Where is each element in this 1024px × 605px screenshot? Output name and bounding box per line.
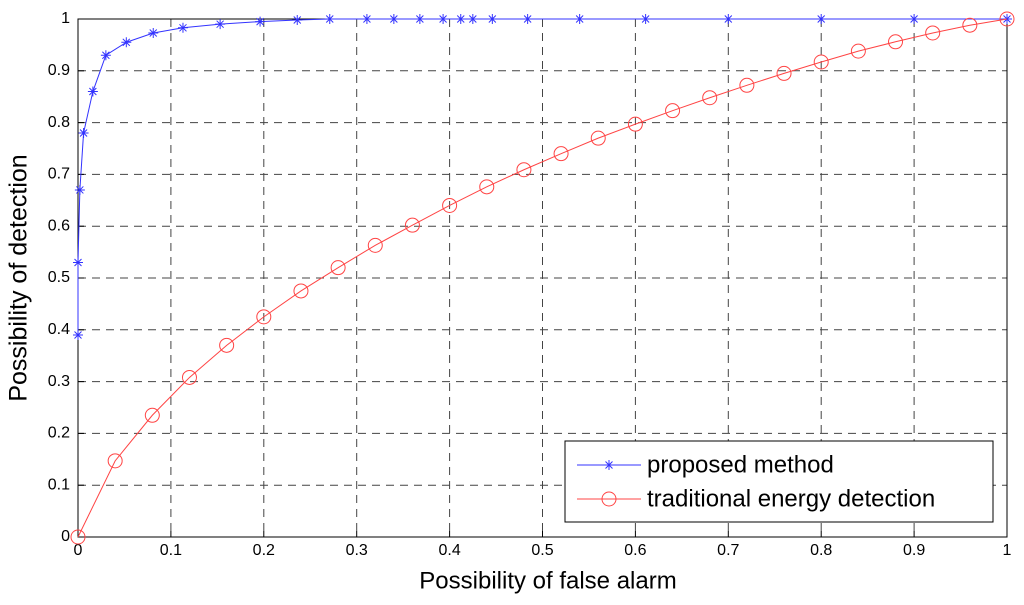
data-point xyxy=(776,65,792,81)
data-point xyxy=(74,184,85,195)
data-point xyxy=(999,11,1015,27)
y-tick-label: 1 xyxy=(61,10,70,27)
data-point xyxy=(404,217,420,233)
x-tick-label: 0.9 xyxy=(903,542,925,559)
data-point xyxy=(909,14,920,24)
data-point xyxy=(522,14,533,24)
data-point xyxy=(215,19,226,30)
data-point xyxy=(181,369,197,385)
data-point xyxy=(414,14,425,24)
y-tick-label: 0.9 xyxy=(48,62,70,79)
data-point xyxy=(100,50,111,61)
data-point xyxy=(292,15,303,26)
data-point xyxy=(574,14,585,24)
x-tick-label: 0.5 xyxy=(531,542,553,559)
data-point xyxy=(367,237,383,253)
data-point xyxy=(640,14,651,24)
data-point xyxy=(850,43,866,59)
data-point xyxy=(177,22,188,33)
data-point xyxy=(361,14,372,24)
y-tick-label: 0.2 xyxy=(48,425,70,442)
x-tick-label: 0.1 xyxy=(160,542,182,559)
data-point xyxy=(627,116,643,132)
x-tick-label: 0.4 xyxy=(438,542,460,559)
data-point xyxy=(388,14,399,24)
data-point xyxy=(479,179,495,195)
legend-label: proposed method xyxy=(647,451,834,478)
x-tick-label: 0.3 xyxy=(346,542,368,559)
x-tick-label: 0 xyxy=(74,542,83,559)
x-axis-label: Possibility of false alarm xyxy=(419,567,676,594)
data-point xyxy=(73,329,83,340)
data-point xyxy=(78,127,89,138)
data-point xyxy=(293,283,309,299)
y-tick-label: 0.8 xyxy=(48,114,70,131)
series-line xyxy=(77,18,1008,538)
data-point xyxy=(813,54,829,70)
y-tick-label: 0.7 xyxy=(48,166,70,183)
y-tick-label: 0.5 xyxy=(48,269,70,286)
y-tick-label: 0.6 xyxy=(48,217,70,234)
data-point xyxy=(144,407,160,423)
data-point xyxy=(330,260,346,276)
data-point xyxy=(962,17,978,33)
x-tick-label: 1 xyxy=(1003,542,1012,559)
data-point xyxy=(888,34,904,50)
x-tick-label: 0.7 xyxy=(717,542,739,559)
y-tick-label: 0.1 xyxy=(48,476,70,493)
data-point xyxy=(255,16,266,27)
data-point xyxy=(73,257,83,268)
data-point xyxy=(256,309,272,325)
y-tick-label: 0 xyxy=(61,528,70,545)
data-point xyxy=(70,529,86,545)
data-point xyxy=(107,453,123,469)
data-point xyxy=(702,90,718,106)
legend-box xyxy=(564,440,994,523)
data-point xyxy=(590,130,606,146)
data-point xyxy=(87,86,98,97)
x-tick-label: 0.2 xyxy=(253,542,275,559)
data-point xyxy=(438,14,449,24)
data-point xyxy=(467,14,478,24)
data-point xyxy=(553,146,569,162)
y-axis-label: Possibility of detection xyxy=(5,154,33,401)
y-tick-label: 0.4 xyxy=(48,321,70,338)
y-tick-label: 0.3 xyxy=(48,373,70,390)
data-point xyxy=(665,103,681,119)
data-point xyxy=(739,77,755,93)
x-tick-label: 0.6 xyxy=(624,542,646,559)
data-point xyxy=(324,14,335,24)
data-point xyxy=(455,14,466,24)
data-point xyxy=(516,162,532,178)
legend-label: traditional energy detection xyxy=(647,485,935,512)
data-point xyxy=(219,337,235,353)
data-point xyxy=(121,37,132,48)
legend-marker xyxy=(601,491,617,507)
data-point xyxy=(148,27,159,38)
data-point xyxy=(723,14,734,24)
data-point xyxy=(442,197,458,213)
data-point xyxy=(925,25,941,41)
x-tick-label: 0.8 xyxy=(810,542,832,559)
data-point xyxy=(816,14,827,24)
legend-marker xyxy=(604,460,614,470)
data-point xyxy=(487,14,498,24)
